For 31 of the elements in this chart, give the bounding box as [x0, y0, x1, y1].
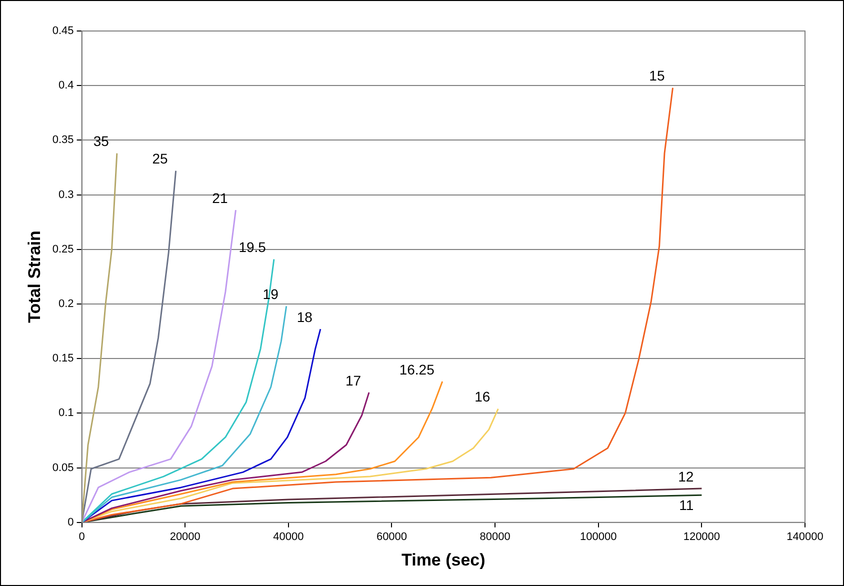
series-label: 11 — [679, 496, 694, 513]
y-tick-label: 0.2 — [58, 298, 74, 310]
y-tick-label: 0.15 — [52, 352, 74, 365]
y-axis-title: Total Strain — [24, 230, 44, 323]
series-label: 12 — [678, 468, 694, 484]
y-tick-label: 0.4 — [58, 80, 74, 92]
y-tick-label: 0.45 — [52, 25, 74, 38]
y-tick-label: 0.3 — [58, 188, 74, 201]
x-tick-label: 120000 — [683, 531, 720, 544]
series-label: 18 — [296, 308, 313, 325]
x-axis-title: Time (sec) — [402, 550, 486, 570]
series-label: 16.25 — [399, 361, 435, 378]
y-tick-label: 0.25 — [52, 243, 74, 256]
series-label: 25 — [152, 150, 168, 167]
x-tick-label: 20000 — [170, 531, 200, 544]
x-tick-label: 40000 — [273, 531, 304, 544]
y-tick-label: 0 — [68, 516, 74, 528]
y-tick-label: 0.35 — [52, 134, 74, 146]
y-tick-label: 0.1 — [58, 407, 74, 420]
x-tick-label: 140000 — [786, 531, 824, 544]
x-tick-label: 80000 — [480, 531, 510, 544]
series-label: 35 — [93, 133, 110, 150]
x-tick-label: 100000 — [580, 531, 617, 544]
series-label: 15 — [649, 68, 665, 84]
series-label: 16 — [474, 388, 490, 405]
y-tick-label: 0.05 — [52, 462, 74, 474]
series-label: 17 — [345, 372, 362, 388]
x-tick-label: 0 — [78, 531, 85, 544]
x-tick-label: 60000 — [376, 531, 408, 544]
series-label: 19.5 — [238, 239, 266, 256]
series-label: 21 — [212, 190, 228, 206]
